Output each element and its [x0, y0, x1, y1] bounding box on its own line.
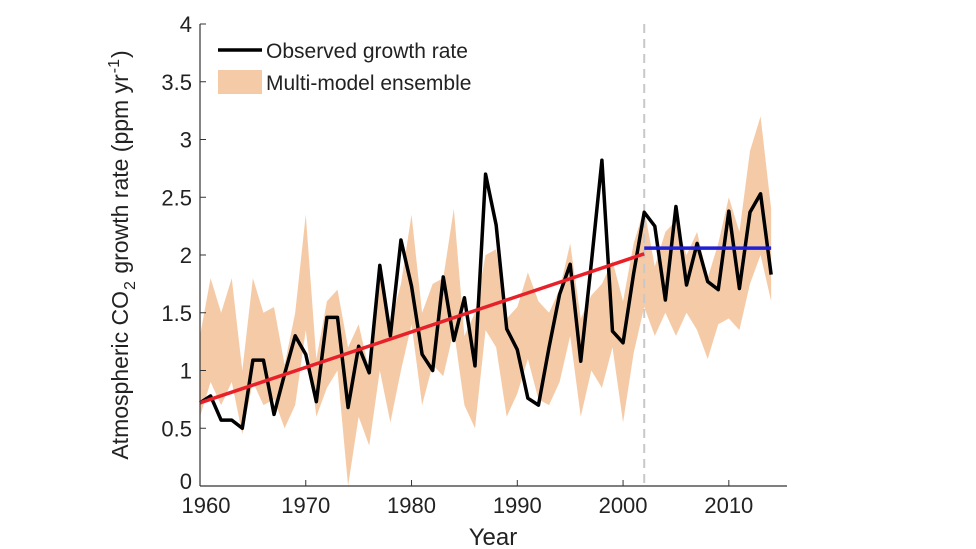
y-tick-label: 2 — [180, 243, 192, 268]
y-tick-label: 1 — [180, 359, 192, 384]
trend-line-red — [199, 252, 645, 405]
legend: Observed growth rate Multi-model ensembl… — [218, 40, 471, 95]
ensemble-band — [200, 116, 772, 487]
observed-growth-line — [199, 158, 773, 430]
x-tick-label: 1980 — [387, 493, 436, 518]
legend-swatch-ensemble — [218, 70, 262, 94]
x-tick-label: 2000 — [599, 493, 648, 518]
x-axis-label: Year — [469, 524, 518, 549]
y-axis-label: Atmospheric CO2 growth rate (ppm yr-1) — [106, 50, 139, 459]
y-tick-label: 3.5 — [161, 70, 192, 95]
y-tick-label: 1.5 — [161, 301, 192, 326]
x-tick-label: 1970 — [281, 493, 330, 518]
axes: 0 0.5 1 1.5 2 2.5 3 3.5 4 1960 1970 1980 1990 2000 201… — [161, 12, 787, 518]
x-tick-label: 2010 — [704, 493, 753, 518]
y-tick-label: 3 — [180, 128, 192, 153]
y-tick-label: 0 — [180, 469, 192, 494]
x-tick-label: 1990 — [493, 493, 542, 518]
legend-label-ensemble: Multi-model ensemble — [266, 72, 471, 95]
x-tick-label: 1960 — [182, 493, 231, 518]
ensemble-band-layer — [200, 116, 772, 487]
legend-label-observed: Observed growth rate — [266, 40, 468, 63]
y-tick-label: 2.5 — [161, 185, 192, 210]
y-tick-label: 4 — [180, 12, 192, 37]
y-tick-label: 0.5 — [161, 416, 192, 441]
lines-layer — [199, 24, 773, 486]
